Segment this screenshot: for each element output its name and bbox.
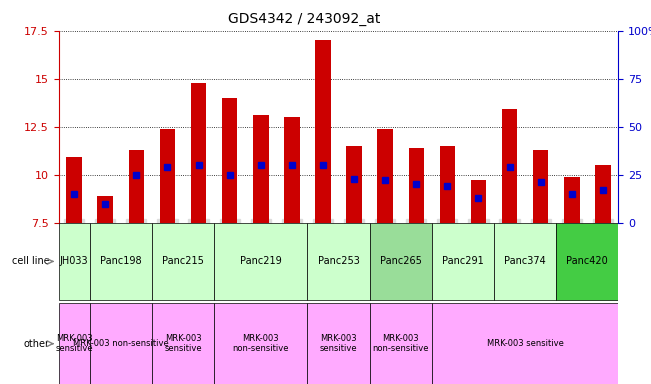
Bar bbox=[471, 180, 486, 223]
Text: Panc253: Panc253 bbox=[318, 257, 359, 266]
Bar bbox=[191, 83, 206, 223]
Text: MRK-003
sensitive: MRK-003 sensitive bbox=[55, 334, 93, 353]
Text: Panc291: Panc291 bbox=[442, 257, 484, 266]
Bar bbox=[66, 157, 82, 223]
FancyBboxPatch shape bbox=[59, 303, 90, 384]
FancyBboxPatch shape bbox=[59, 223, 90, 300]
Text: MRK-003
non-sensitive: MRK-003 non-sensitive bbox=[372, 334, 429, 353]
FancyBboxPatch shape bbox=[90, 303, 152, 384]
Bar bbox=[502, 109, 518, 223]
Bar bbox=[595, 165, 611, 223]
Bar bbox=[439, 146, 455, 223]
Text: Panc219: Panc219 bbox=[240, 257, 282, 266]
Bar bbox=[222, 98, 238, 223]
Text: MRK-003
sensitive: MRK-003 sensitive bbox=[164, 334, 202, 353]
Text: GDS4342 / 243092_at: GDS4342 / 243092_at bbox=[228, 12, 380, 25]
Text: Panc265: Panc265 bbox=[380, 257, 422, 266]
Text: MRK-003
sensitive: MRK-003 sensitive bbox=[320, 334, 357, 353]
Text: JH033: JH033 bbox=[60, 257, 89, 266]
Bar bbox=[408, 148, 424, 223]
Text: Panc374: Panc374 bbox=[505, 257, 546, 266]
Bar bbox=[378, 129, 393, 223]
FancyBboxPatch shape bbox=[556, 223, 618, 300]
FancyBboxPatch shape bbox=[432, 223, 494, 300]
FancyBboxPatch shape bbox=[370, 223, 432, 300]
FancyBboxPatch shape bbox=[214, 303, 307, 384]
Bar bbox=[315, 40, 331, 223]
Bar bbox=[98, 196, 113, 223]
Bar bbox=[159, 129, 175, 223]
FancyBboxPatch shape bbox=[307, 303, 370, 384]
FancyBboxPatch shape bbox=[152, 303, 214, 384]
Text: other: other bbox=[23, 339, 49, 349]
Text: MRK-003 non-sensitive: MRK-003 non-sensitive bbox=[73, 339, 169, 348]
FancyBboxPatch shape bbox=[214, 223, 307, 300]
Text: Panc420: Panc420 bbox=[566, 257, 608, 266]
Bar bbox=[533, 150, 548, 223]
Bar bbox=[284, 117, 299, 223]
Text: cell line: cell line bbox=[12, 257, 49, 266]
Text: Panc198: Panc198 bbox=[100, 257, 142, 266]
Text: MRK-003
non-sensitive: MRK-003 non-sensitive bbox=[232, 334, 289, 353]
Text: Panc215: Panc215 bbox=[162, 257, 204, 266]
Bar bbox=[564, 177, 579, 223]
FancyBboxPatch shape bbox=[307, 223, 370, 300]
Bar bbox=[128, 150, 144, 223]
FancyBboxPatch shape bbox=[370, 303, 432, 384]
Bar bbox=[253, 115, 268, 223]
Text: MRK-003 sensitive: MRK-003 sensitive bbox=[487, 339, 564, 348]
FancyBboxPatch shape bbox=[494, 223, 556, 300]
FancyBboxPatch shape bbox=[432, 303, 618, 384]
FancyBboxPatch shape bbox=[152, 223, 214, 300]
FancyBboxPatch shape bbox=[90, 223, 152, 300]
Bar bbox=[346, 146, 362, 223]
